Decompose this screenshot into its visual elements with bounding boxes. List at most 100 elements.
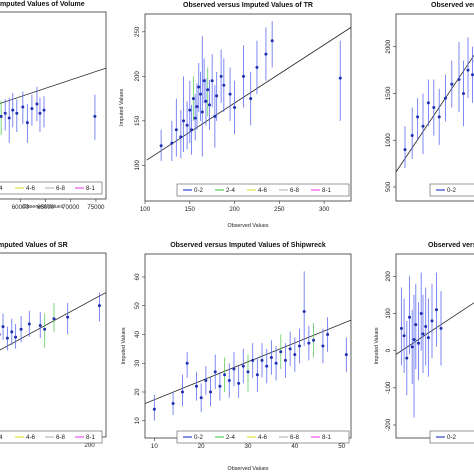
data-point [170, 141, 174, 145]
legend: 0-2 [429, 183, 474, 197]
data-point [450, 82, 454, 86]
data-point [288, 347, 292, 351]
data-point [279, 350, 283, 354]
plot-frame [144, 253, 352, 439]
legend: 0-2 2-4 4-6 6-8 8-1 [176, 430, 350, 444]
data-point [435, 308, 438, 312]
data-point [185, 361, 189, 365]
x-tick-label: 150 [185, 206, 196, 213]
legend-label: 8-1 [322, 434, 332, 441]
y-tick-label: 150 [134, 115, 141, 126]
y-tick-label: 200 [134, 71, 141, 82]
data-point [251, 358, 255, 362]
legend-label: 8-1 [322, 187, 332, 194]
plot-area [396, 272, 474, 418]
y-tick-label: 100 [134, 160, 141, 171]
data-point [171, 402, 175, 405]
data-point [19, 327, 23, 331]
data-point [93, 114, 97, 118]
y-tick-label: -200 [385, 418, 392, 431]
data-point [403, 148, 407, 152]
data-point [228, 92, 232, 96]
fit-line [0, 292, 106, 351]
legend-label: -4 [0, 185, 3, 192]
legend-label: 8-1 [86, 434, 96, 441]
data-point [7, 116, 11, 120]
data-point [444, 96, 447, 100]
data-point [174, 128, 178, 132]
y-tick-label: 60 [134, 273, 141, 280]
data-point [38, 324, 42, 328]
panel-title: Observed vers [428, 242, 474, 249]
x-tick-label: 250 [274, 206, 285, 213]
plot-area [145, 271, 351, 421]
x-tick-label: 200 [229, 206, 240, 213]
data-point [27, 322, 31, 326]
data-point [97, 304, 101, 308]
data-point [218, 384, 222, 388]
data-point [35, 102, 39, 106]
data-point [222, 83, 226, 87]
legend-label: 6-8 [56, 185, 66, 192]
data-point [209, 390, 213, 394]
x-tick-label: 50 [338, 443, 345, 450]
x-tick-label: 70000 [62, 204, 80, 211]
data-point [207, 103, 211, 107]
fit-line [396, 54, 474, 173]
data-point [66, 315, 70, 319]
data-point [265, 364, 269, 368]
plot-frame [395, 253, 474, 439]
legend-label: 2-4 [226, 187, 236, 194]
panel-top-right: Observed ver 500 1000 1500 2000 0-2 [385, 2, 474, 202]
data-point [399, 326, 403, 330]
data-point [241, 364, 245, 368]
legend-label: 6-8 [290, 434, 300, 441]
data-point [416, 115, 420, 119]
data-point [30, 107, 34, 111]
y-tick-label: 0 [385, 348, 392, 352]
data-point [408, 315, 411, 319]
legend-box [176, 183, 350, 197]
data-point [199, 396, 203, 400]
data-point [426, 101, 430, 105]
fit-line [0, 67, 106, 104]
plot-area [0, 292, 106, 351]
legend-label: 6-8 [56, 434, 66, 441]
data-point [414, 323, 418, 327]
panel-title: mputed Values of SR [0, 242, 68, 249]
plot-area [396, 37, 474, 173]
data-point [466, 68, 470, 72]
x-axis-label: Observed Values [23, 204, 64, 210]
y-tick-label: 100 [385, 308, 392, 319]
data-point [210, 79, 214, 83]
fit-line [146, 27, 351, 161]
data-point [204, 99, 208, 103]
legend-label: 0-2 [194, 187, 204, 194]
panel-volume: Imputed Values of Volume 60000 65000 70000 7… [0, 1, 107, 211]
y-tick-label: 250 [134, 26, 141, 37]
data-point [182, 119, 186, 123]
data-point [223, 373, 227, 377]
data-point [326, 333, 330, 336]
data-point [188, 108, 192, 112]
legend-box [429, 430, 474, 444]
data-point [321, 344, 325, 348]
panel-bottom-right: Observed vers -200 -100 0 100 200 Imputed Valu… [374, 242, 474, 444]
panel-sr: mputed Values of SR 200 -4 4-6 6-8 8-1 [0, 242, 107, 449]
data-point [298, 344, 301, 348]
data-point [270, 39, 274, 43]
y-tick-label: 500 [385, 181, 392, 192]
data-point [38, 111, 42, 115]
data-point [462, 91, 465, 95]
x-tick-label: 60000 [12, 204, 30, 211]
plot-frame [395, 13, 474, 202]
panel-tr: Observed versus Imputed Values of TR 100 1… [119, 2, 352, 229]
y-tick-label: 50 [134, 302, 141, 309]
data-point [202, 79, 206, 83]
data-point [15, 111, 19, 115]
data-point [410, 134, 414, 138]
legend: -4 4-6 6-8 8-1 [0, 430, 103, 444]
x-tick-label: 40 [291, 443, 298, 450]
data-point [191, 97, 195, 101]
